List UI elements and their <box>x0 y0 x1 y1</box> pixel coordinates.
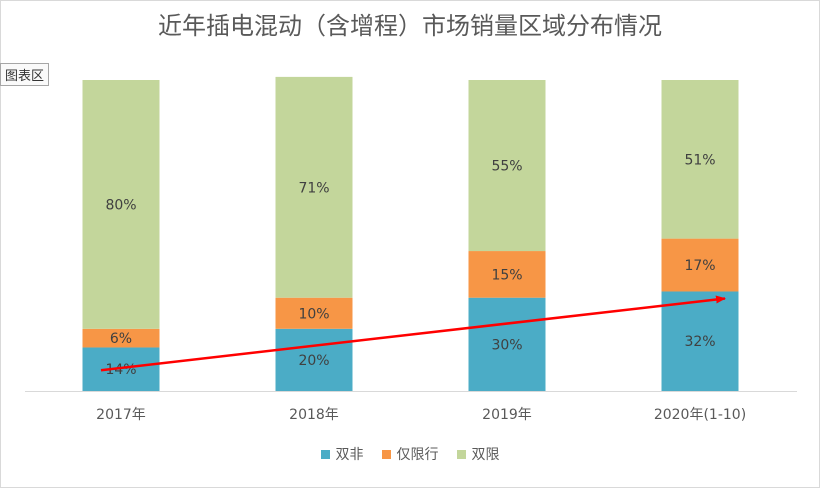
bar-segment <box>82 328 160 348</box>
data-label: 30% <box>491 337 522 353</box>
x-axis: 2017年 2018年 2019年 2020年(1-10) <box>25 391 797 423</box>
data-label: 17% <box>684 258 715 274</box>
x-tick-label: 2018年 <box>289 407 339 423</box>
bar-segment <box>661 291 739 391</box>
data-label: 10% <box>298 306 329 322</box>
data-label: 71% <box>298 180 329 196</box>
bar-segment <box>661 238 739 292</box>
bar-segment <box>468 297 546 391</box>
data-label: 55% <box>491 159 522 175</box>
bar-segment <box>275 76 353 298</box>
bar-segment <box>468 80 546 252</box>
legend-label: 双限 <box>471 447 500 463</box>
bar-segment <box>275 328 353 391</box>
legend-label: 仅限行 <box>396 447 439 463</box>
x-tick-label: 2019年 <box>482 407 532 423</box>
bar-segment <box>661 80 739 239</box>
legend-item: 双非 <box>320 444 364 464</box>
bar-segment <box>275 297 353 329</box>
legend: 双非 仅限行 双限 <box>0 444 820 464</box>
legend-swatch <box>320 449 330 459</box>
data-label: 80% <box>105 197 136 213</box>
bar-segment <box>468 251 546 298</box>
bars-layer <box>82 76 739 391</box>
legend-label: 双非 <box>335 447 364 463</box>
x-tick-label: 2017年 <box>96 407 146 423</box>
chart-title: 近年插电混动（含增程）市场销量区域分布情况 <box>158 12 662 40</box>
trend-arrow <box>100 295 726 372</box>
data-labels-layer: 14%6%80%20%10%71%30%15%55%32%17%51% <box>105 152 715 378</box>
bar-segment <box>82 347 160 391</box>
legend-item: 仅限行 <box>381 444 439 464</box>
data-label: 32% <box>684 334 715 350</box>
legend-swatch <box>456 449 466 459</box>
x-tick-label: 2020年(1-10) <box>654 407 746 423</box>
chart-area-tag: 图表区 <box>0 63 50 86</box>
bar-segment <box>82 80 160 329</box>
data-label: 6% <box>110 331 132 347</box>
legend-swatch <box>381 449 391 459</box>
data-label: 20% <box>298 353 329 369</box>
data-label: 15% <box>491 267 522 283</box>
legend-item: 双限 <box>456 444 500 464</box>
data-label: 51% <box>684 152 715 168</box>
trend-arrow-layer <box>100 295 726 372</box>
